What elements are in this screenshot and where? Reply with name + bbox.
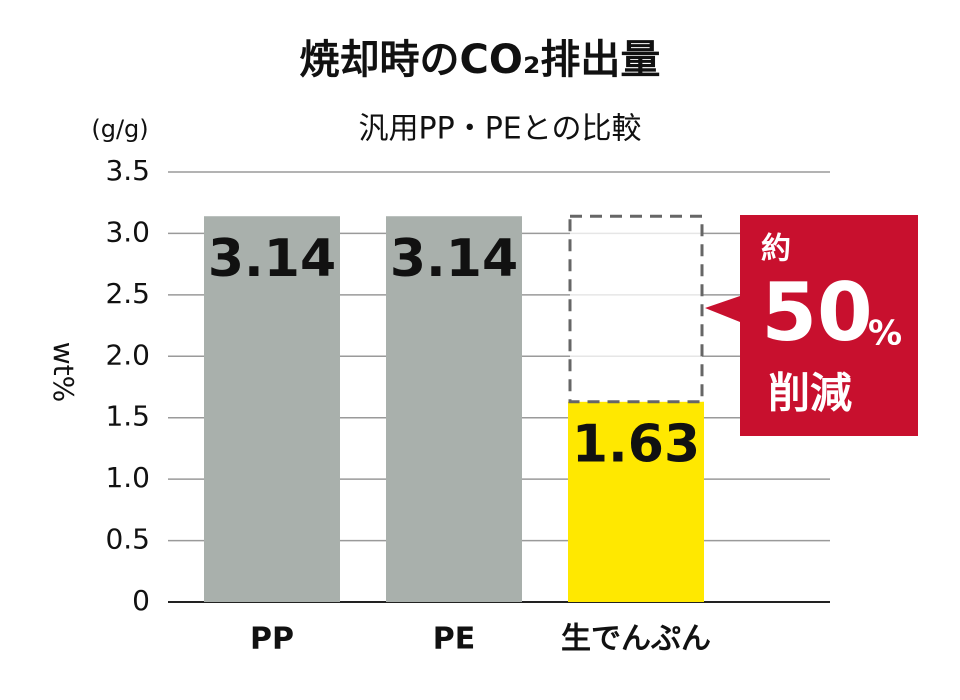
reference-box (568, 214, 704, 404)
y-tick-label: 1.0 (105, 461, 150, 494)
value-label: 3.14 (208, 229, 336, 289)
y-tick-label: 2.0 (105, 338, 150, 371)
chart-subtitle: 汎用PP・PEとの比較 (359, 112, 642, 147)
x-tick-label: 生でんぷん (561, 622, 711, 657)
y-tick-label: 3.5 (105, 154, 150, 187)
y-tick-label: 3.0 (105, 215, 150, 248)
callout-unit: % (868, 314, 902, 354)
bar (568, 401, 704, 602)
x-tick-label: PE (433, 622, 475, 657)
value-label: 3.14 (390, 229, 518, 289)
callout-prefix: 約 (761, 232, 791, 267)
chart-title: 焼却時のCO₂排出量 (300, 37, 661, 83)
y-tick-label: 0 (132, 584, 150, 617)
callout-box (705, 215, 918, 436)
value-label: 1.63 (572, 415, 700, 475)
bar (386, 216, 522, 602)
bar (204, 216, 340, 602)
unit-label: (g/g) (91, 115, 148, 143)
x-tick-label: PP (250, 622, 294, 657)
callout-number: 50 (761, 266, 872, 359)
y-tick-label: 2.5 (105, 277, 150, 310)
callout-suffix: 削減 (768, 369, 852, 418)
y-axis-label: wt% (47, 342, 80, 402)
y-tick-label: 0.5 (105, 523, 150, 556)
y-tick-label: 1.5 (105, 400, 150, 433)
